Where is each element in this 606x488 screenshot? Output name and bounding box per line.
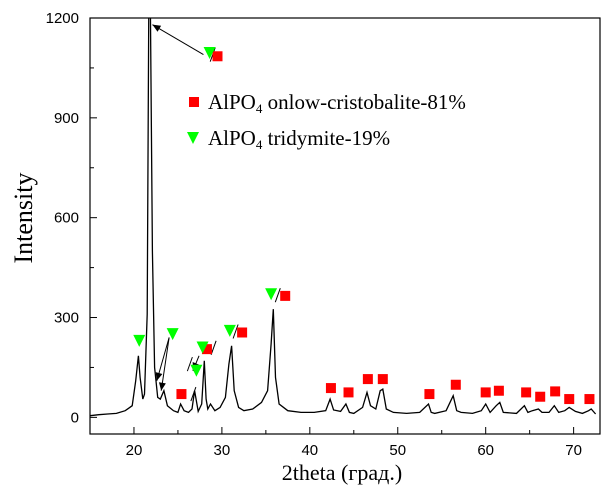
plot-border bbox=[89, 17, 601, 435]
x-tick-label: 50 bbox=[389, 442, 406, 459]
x-axis-ticks: 20 30 40 50 60 70 bbox=[89, 427, 582, 459]
legend-label-0: AlPO4 onlow-cristobalite-81% bbox=[208, 90, 466, 116]
annotation-slash bbox=[190, 386, 197, 402]
tridymite-marker bbox=[133, 334, 146, 347]
annotation-group bbox=[133, 24, 595, 405]
cristobalite-marker bbox=[343, 387, 354, 398]
legend-square-marker bbox=[189, 97, 199, 107]
cristobalite-marker bbox=[450, 379, 461, 390]
tridymite-marker bbox=[190, 364, 203, 377]
annotation-arrow-line bbox=[152, 24, 204, 56]
tridymite-marker bbox=[203, 46, 216, 59]
x-axis-label: 2theta (град.) bbox=[282, 460, 402, 485]
annotation-slash bbox=[186, 356, 193, 372]
cristobalite-marker bbox=[280, 290, 291, 301]
y-tick-label: 600 bbox=[54, 210, 79, 227]
cristobalite-marker bbox=[424, 389, 435, 400]
cristobalite-marker bbox=[212, 51, 223, 62]
y-axis-ticks: 0 300 600 900 1200 bbox=[46, 10, 97, 426]
y-tick-label: 300 bbox=[54, 310, 79, 327]
series-group bbox=[90, 18, 597, 417]
tridymite-marker bbox=[223, 324, 236, 337]
x-tick-label: 40 bbox=[301, 442, 318, 459]
cristobalite-marker bbox=[521, 387, 532, 398]
cristobalite-marker bbox=[535, 391, 546, 402]
cristobalite-marker bbox=[480, 387, 491, 398]
x-tick-label: 70 bbox=[565, 442, 582, 459]
cristobalite-marker bbox=[584, 394, 595, 405]
annotation-slash bbox=[232, 324, 239, 339]
x-tick-label: 20 bbox=[126, 442, 143, 459]
cristobalite-marker bbox=[564, 394, 575, 405]
cristobalite-marker bbox=[325, 383, 336, 394]
tridymite-marker bbox=[166, 328, 179, 341]
legend-triangle-marker bbox=[187, 132, 199, 144]
y-tick-label: 0 bbox=[71, 409, 79, 426]
tridymite-marker bbox=[265, 288, 278, 301]
cristobalite-marker bbox=[493, 385, 504, 396]
legend-label-1: AlPO4 tridymite-19% bbox=[208, 126, 390, 152]
annotation-arrowhead bbox=[155, 372, 163, 381]
cristobalite-marker bbox=[550, 386, 561, 397]
x-tick-label: 60 bbox=[477, 442, 494, 459]
annotation-arrow-line bbox=[160, 337, 170, 391]
y-tick-label: 1200 bbox=[46, 10, 79, 27]
annotation-arrowhead bbox=[158, 382, 166, 391]
cristobalite-marker bbox=[362, 374, 373, 385]
y-axis-label: Intensity bbox=[9, 173, 38, 264]
plot-frame bbox=[89, 17, 601, 435]
legend: AlPO4 onlow-cristobalite-81% AlPO4 tridym… bbox=[187, 90, 466, 152]
cristobalite-marker bbox=[377, 374, 388, 385]
tridymite-marker bbox=[196, 341, 209, 354]
cristobalite-marker bbox=[201, 344, 212, 355]
y-tick-label: 900 bbox=[54, 110, 79, 127]
cristobalite-marker bbox=[237, 327, 248, 338]
cristobalite-marker bbox=[176, 389, 187, 400]
x-tick-label: 30 bbox=[214, 442, 231, 459]
annotation-slash bbox=[274, 288, 281, 303]
series-line-0 bbox=[90, 18, 597, 417]
annotation-arrowhead bbox=[152, 24, 162, 32]
